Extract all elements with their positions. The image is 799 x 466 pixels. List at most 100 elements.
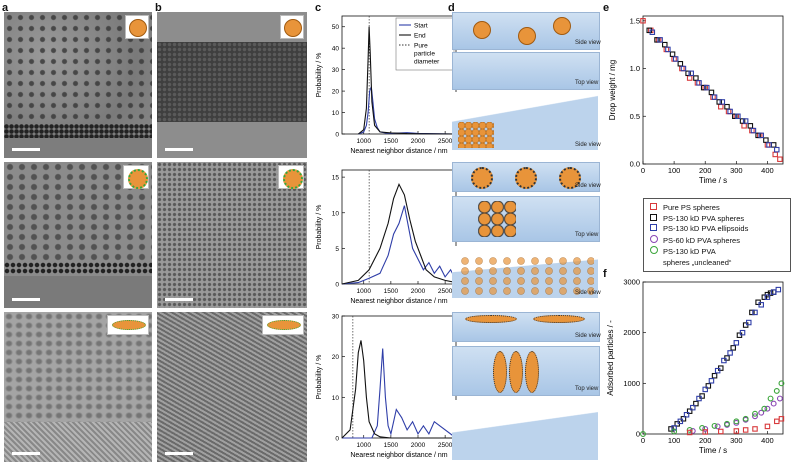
- x-tick-label: 2500: [438, 138, 453, 145]
- data-point: [772, 151, 778, 158]
- data-point: [680, 65, 687, 72]
- view-label: Top view: [575, 386, 599, 392]
- data-point: [724, 103, 730, 110]
- legend-item: spheres „uncleaned“: [650, 258, 790, 269]
- data-point: [677, 60, 684, 67]
- data-point: [752, 410, 758, 417]
- data-point: [764, 423, 771, 430]
- x-tick-label: 2000: [411, 288, 426, 295]
- data-point: [672, 56, 679, 62]
- pva-sphere-inset: [123, 165, 149, 189]
- data-point: [708, 378, 715, 384]
- x-tick-label: 200: [699, 166, 712, 175]
- legend-label: Pure: [414, 43, 428, 50]
- data-point: [702, 386, 708, 393]
- y-tick-label: 0.0: [630, 160, 640, 169]
- view-label: Top view: [575, 232, 599, 238]
- y-tick-label: 20: [332, 89, 340, 96]
- data-point: [649, 29, 656, 35]
- data-point: [711, 94, 718, 100]
- sphere-inset: [280, 15, 304, 39]
- data-point: [764, 294, 771, 300]
- data-point: [671, 56, 677, 62]
- chart-e: 0 100 200 300 400 0.0 0.5 1.0 1.5 Time / s Drop we…: [608, 15, 784, 185]
- legend-c: [395, 17, 455, 71]
- data-point: [742, 118, 749, 124]
- series-line-end: [341, 340, 456, 439]
- y-tick-label: 40: [332, 46, 340, 53]
- data-point: [766, 142, 772, 148]
- data-point: [702, 84, 708, 91]
- data-point: [763, 137, 769, 143]
- data-point: [657, 37, 663, 43]
- x-tick-label: 2500: [438, 442, 453, 449]
- data-point: [671, 428, 678, 435]
- y-tick-label: 0: [335, 132, 339, 139]
- legend-label: particle: [414, 51, 435, 58]
- legend-item-label: spheres „uncleaned“: [663, 257, 732, 267]
- schematic-4: [452, 162, 600, 192]
- data-point: [700, 84, 707, 91]
- data-point: [733, 340, 740, 346]
- y-tick-label: 50: [332, 24, 340, 31]
- panel-label-d: d: [448, 2, 455, 14]
- data-point: [774, 146, 780, 153]
- legend-e: Pure PS spheres PS-130 kD PVA spheres PS…: [643, 198, 791, 272]
- panel-label-f: f: [603, 268, 607, 280]
- x-tick-label: 1500: [384, 288, 399, 295]
- data-point: [696, 395, 702, 402]
- x-tick-label: 300: [730, 436, 743, 445]
- legend-item: PS-130 kD PVA spheres: [650, 213, 790, 225]
- y-tick-label: 10: [332, 110, 340, 117]
- legend-label: End: [414, 33, 426, 40]
- schematic-6: [452, 246, 598, 298]
- data-point: [640, 18, 646, 24]
- data-point: [677, 418, 684, 425]
- x-axis-label: Nearest neighbor distance / nm: [350, 148, 447, 155]
- data-point: [739, 329, 746, 336]
- data-point: [711, 422, 718, 429]
- y-tick-label: 30: [332, 67, 340, 74]
- view-label: Side view: [575, 333, 601, 339]
- y-tick-label: 1.5: [630, 16, 640, 25]
- x-tick-label: 200: [699, 436, 712, 445]
- data-point: [705, 383, 712, 389]
- sphere-inset: [125, 15, 149, 39]
- chart-f: 0 100 200 300 400 0 1000 2000 3000 Time / s Adsorb…: [606, 278, 785, 455]
- data-point: [655, 37, 662, 43]
- legend-item: Pure PS spheres: [650, 203, 790, 214]
- panel-label-b: b: [155, 2, 162, 14]
- x-tick-label: 400: [761, 436, 774, 445]
- chart-c-bot: 1000 1500 2000 2500 0 10 20 30 Nearest neighbor …: [316, 314, 457, 459]
- data-point: [758, 132, 764, 139]
- plot-frame: [642, 281, 784, 435]
- data-point: [773, 387, 780, 394]
- data-point: [679, 65, 685, 72]
- data-point: [685, 70, 691, 77]
- data-point: [725, 108, 732, 115]
- data-point: [704, 84, 710, 91]
- data-point: [693, 400, 699, 407]
- y-tick-label: 0: [335, 282, 339, 289]
- data-point: [746, 319, 752, 326]
- x-tick-label: 400: [761, 166, 774, 175]
- x-axis-label: Time / s: [699, 176, 727, 185]
- data-point: [778, 416, 785, 422]
- x-tick-label: 0: [641, 166, 645, 175]
- y-tick-label: 10: [332, 395, 340, 402]
- pva-sphere-inset: [278, 165, 304, 189]
- panel-label-e: e: [603, 2, 610, 14]
- view-label: Side view: [575, 40, 601, 46]
- data-point: [732, 113, 738, 120]
- data-point: [735, 113, 741, 120]
- data-point: [688, 70, 694, 77]
- x-tick-label: 100: [668, 166, 681, 175]
- data-point: [708, 89, 715, 96]
- panel-label-a: a: [2, 2, 9, 14]
- x-tick-label: 1000: [356, 138, 371, 145]
- data-point: [718, 428, 724, 435]
- legend-item-label: PS-130 kD PVA ellipsoids: [663, 224, 749, 233]
- micrograph-a-top: [4, 12, 152, 158]
- y-axis-label: Adsorbed particles / -: [606, 320, 615, 396]
- schematic-9: [452, 400, 598, 460]
